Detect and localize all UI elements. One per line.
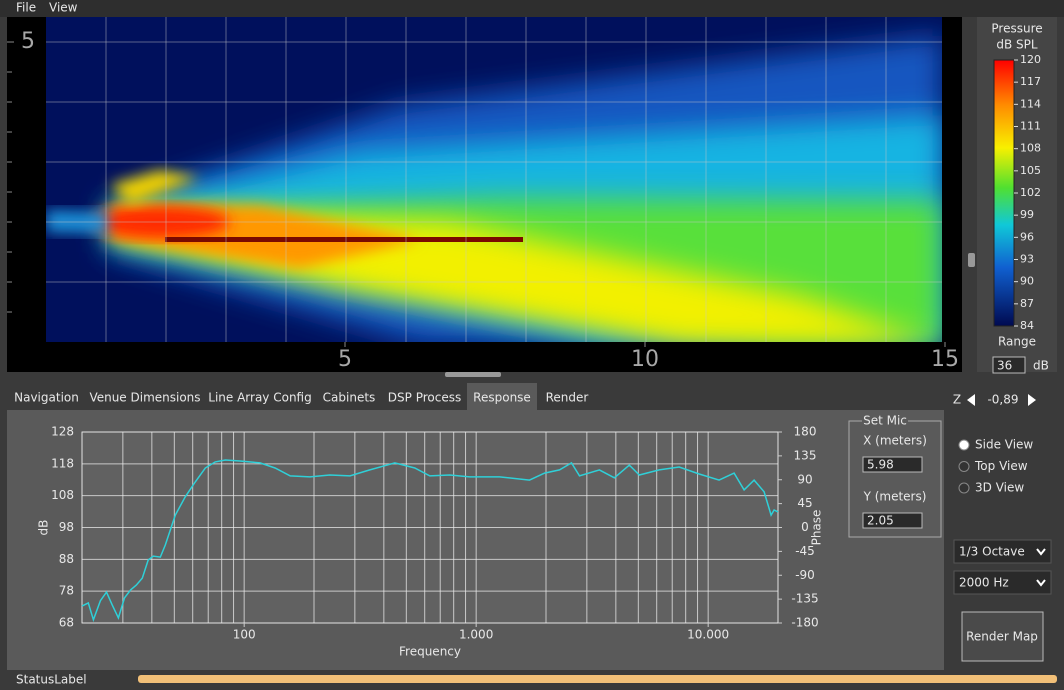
colorbar-tick-label: 117 [1020, 75, 1041, 88]
tab-label: Response [473, 391, 531, 405]
progress-bar [138, 675, 1057, 683]
scrollbar-thumb[interactable] [968, 253, 975, 267]
range-label: Range [998, 335, 1036, 349]
y2-axis-label: Phase [810, 510, 824, 546]
render-map-button[interactable] [961, 611, 1044, 662]
tab-label: DSP Process [388, 391, 461, 405]
colorbar-tick-label: 90 [1020, 275, 1034, 288]
y2-tick-label: -90 [795, 568, 815, 582]
colorbar-tick-label: 114 [1020, 97, 1041, 110]
tab-label: Navigation [14, 391, 79, 405]
render-map-label: Render Map [966, 630, 1038, 644]
z-increase[interactable] [1028, 394, 1036, 406]
y-axis-label: dB [37, 520, 51, 536]
y2-tick-label: 90 [797, 472, 812, 486]
radio-button[interactable] [958, 439, 970, 451]
tab[interactable] [204, 383, 316, 410]
menu-item[interactable]: View [49, 1, 78, 15]
z-label: Z [953, 393, 961, 407]
tab[interactable] [316, 383, 382, 410]
status-label: StatusLabel [16, 673, 87, 687]
y-value: 2.05 [867, 514, 894, 528]
y-input[interactable] [862, 512, 923, 529]
y-tick-label: 68 [59, 616, 74, 630]
y-tick-label: 98 [59, 520, 74, 534]
y2-tick-label: -45 [795, 544, 815, 558]
tab[interactable] [537, 383, 597, 410]
range-unit: dB [1033, 359, 1049, 373]
frequency-value: 2000 Hz [959, 576, 1009, 590]
tab-label: Render [546, 391, 589, 405]
y-tick-label: 128 [51, 425, 74, 439]
y-tick-label: 118 [51, 456, 74, 470]
y2-tick-label: 135 [794, 448, 817, 462]
heatmap-y-tick-label: 5 [21, 29, 35, 54]
octave-select[interactable] [953, 539, 1052, 564]
x-tick-label: 10.000 [687, 628, 729, 642]
tab[interactable] [467, 383, 537, 410]
range-value: 36 [997, 359, 1012, 373]
radio-label: Side View [975, 438, 1033, 452]
group-title-bg [862, 414, 908, 428]
heatmap [46, 17, 942, 342]
colorbar-tick-label: 102 [1020, 186, 1041, 199]
x-axis-label: Frequency [399, 645, 461, 659]
colorbar-unit: dB SPL [996, 38, 1038, 52]
tab-label: Line Array Config [208, 391, 311, 405]
colorbar-tick-label: 111 [1020, 120, 1041, 133]
z-decrease[interactable] [967, 394, 975, 406]
y2-tick-label: 0 [801, 520, 809, 534]
tab-label: Venue Dimensions [89, 391, 200, 405]
range-input[interactable] [992, 356, 1026, 374]
audience-line [165, 237, 523, 242]
menu-item[interactable]: File [16, 1, 36, 15]
colorbar-title: Pressure [991, 22, 1042, 36]
x-input[interactable] [862, 456, 923, 473]
splitter-handle[interactable] [445, 372, 501, 377]
radio-button[interactable] [958, 482, 970, 494]
response-curve [81, 459, 779, 623]
colorbar-tick-label: 105 [1020, 164, 1041, 177]
colorbar-tick-label: 87 [1020, 297, 1034, 310]
radio-label: Top View [974, 459, 1028, 473]
y2-tick-label: -135 [791, 592, 818, 606]
y2-tick-label: 45 [797, 496, 812, 510]
y2-tick-label: -180 [791, 616, 818, 630]
y-tick-label: 88 [59, 552, 74, 566]
dropdown-arrow [1036, 579, 1046, 587]
y-tick-label: 108 [51, 488, 74, 502]
z-value: -0,89 [987, 393, 1018, 407]
colorbar-tick-label: 108 [1020, 142, 1041, 155]
set-mic-title: Set Mic [863, 414, 907, 428]
heatmap-x-tick-label: 15 [931, 347, 959, 372]
z-spinner [963, 388, 1043, 410]
x-tick-label: 100 [233, 628, 256, 642]
y-tick-label: 78 [59, 584, 74, 598]
y2-tick-label: 180 [794, 425, 817, 439]
colorbar-tick-label: 96 [1020, 230, 1034, 243]
radio-label: 3D View [975, 481, 1024, 495]
y-label: Y (meters) [863, 490, 927, 504]
colorbar-tick-label: 93 [1020, 253, 1034, 266]
colorbar-tick-label: 84 [1020, 319, 1034, 332]
heatmap-x-tick-label: 5 [338, 347, 352, 372]
dropdown-arrow [1036, 548, 1046, 556]
tab-label: Cabinets [323, 391, 376, 405]
radio-button[interactable] [958, 461, 970, 472]
menu-bar [0, 0, 1064, 17]
colorbar-tick-label: 120 [1020, 53, 1041, 66]
colorbar [993, 59, 1015, 327]
x-value: 5.98 [867, 458, 894, 472]
tab[interactable] [382, 383, 467, 410]
x-label: X (meters) [863, 434, 927, 448]
colorbar-tick-label: 99 [1020, 208, 1034, 221]
colorbar-panel [977, 17, 1057, 372]
tab[interactable] [7, 383, 86, 410]
heatmap-x-tick-label: 10 [631, 347, 659, 372]
tab[interactable] [86, 383, 204, 410]
frequency-select[interactable] [953, 570, 1052, 595]
octave-value: 1/3 Octave [959, 545, 1025, 559]
x-tick-label: 1.000 [459, 628, 493, 642]
